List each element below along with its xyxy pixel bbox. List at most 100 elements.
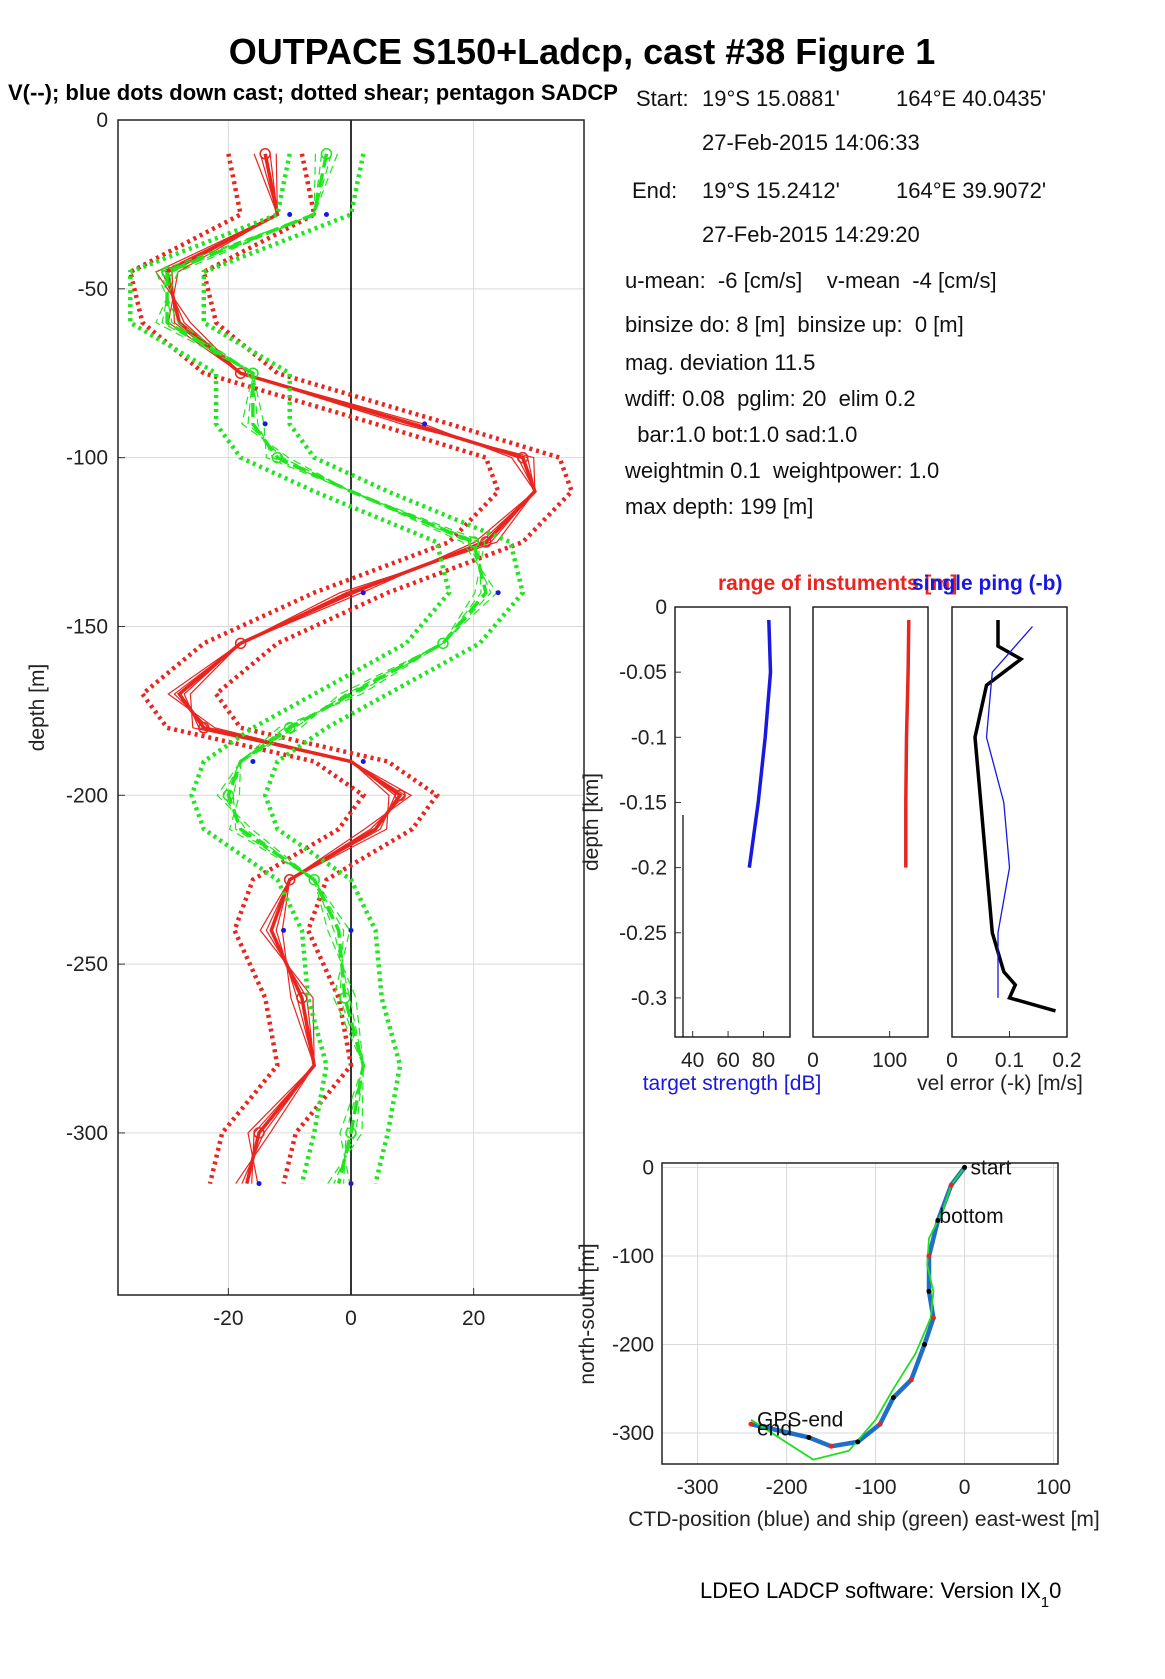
track-point-marker xyxy=(935,1218,941,1224)
target-strength-xtick-label: 80 xyxy=(752,1049,775,1072)
track-annotation: bottom xyxy=(939,1205,1003,1228)
profile-downcast-dot xyxy=(262,421,268,427)
profile-downcast-dot xyxy=(360,759,366,765)
range-title: range of instuments [m] xyxy=(718,572,957,595)
target-strength-ytick-label: -0.15 xyxy=(619,791,667,814)
range-plot-area xyxy=(813,607,928,1037)
target-strength-ytick-label: -0.05 xyxy=(619,661,667,684)
track-ytick-label: 0 xyxy=(642,1156,654,1179)
track-xlabel: CTD-position (blue) and ship (green) eas… xyxy=(628,1508,1100,1531)
target-strength-xtick-label: 60 xyxy=(716,1049,739,1072)
profile-series-u-marker xyxy=(234,637,247,650)
track-ytick-label: -100 xyxy=(612,1245,654,1268)
track-ytick-label: -200 xyxy=(612,1333,654,1356)
track-xtick-label: -200 xyxy=(766,1476,808,1499)
target-strength-xlabel: target strength [dB] xyxy=(643,1072,822,1095)
profile-ytick-label: -50 xyxy=(78,278,108,301)
profile-series-v-marker xyxy=(320,148,333,160)
vel-error-xlabel: vel error (-k) [m/s] xyxy=(917,1072,1083,1095)
weight-line: weightmin 0.1 weightpower: 1.0 xyxy=(625,458,940,483)
profile-series-u-marker xyxy=(198,722,210,734)
profile-downcast-dot xyxy=(348,927,354,933)
profile-series-u-marker xyxy=(394,789,406,802)
profile-downcast-dot xyxy=(281,927,287,933)
range-plot: 0 100 range of instuments [m] xyxy=(718,572,957,1072)
target-strength-ytick-label: -0.1 xyxy=(631,726,667,749)
profile-downcast-dot xyxy=(360,590,366,596)
profile-xtick-label: -20 xyxy=(213,1307,243,1330)
vel-error-title: single ping (-b) xyxy=(912,572,1062,595)
profile-series-v-marker xyxy=(247,367,259,379)
profile-series-v-marker xyxy=(339,992,351,1004)
profile-xtick-label: 0 xyxy=(345,1307,357,1330)
profile-downcast-dot xyxy=(256,1181,262,1187)
profile-series-v-marker xyxy=(222,789,235,802)
end-label: End: xyxy=(632,178,678,203)
track-annotation: start xyxy=(971,1156,1012,1179)
track-series-line xyxy=(750,1166,966,1461)
track-point-marker xyxy=(855,1439,861,1445)
profile-downcast-dot xyxy=(323,212,329,218)
vel-error-plot-area xyxy=(952,607,1067,1037)
start-label: Start: xyxy=(636,86,689,111)
start-time: 27-Feb-2015 14:06:33 xyxy=(702,130,920,155)
profile-series-v-marker xyxy=(161,266,173,278)
vel-error-xtick-label: 0.1 xyxy=(995,1049,1024,1072)
profile-ylabel: depth [m] xyxy=(26,664,49,752)
range-xtick-label: 100 xyxy=(872,1049,907,1072)
vel-error-series-line xyxy=(973,620,1056,1013)
profile-downcast-dot xyxy=(495,590,501,596)
range-series-line xyxy=(904,619,911,868)
track-point-marker xyxy=(926,1288,932,1294)
start-lon: 164°E 40.0435' xyxy=(896,86,1047,111)
profile-series-v-marker xyxy=(271,451,284,464)
target-strength-ytick-label: -0.3 xyxy=(631,987,667,1010)
vel-error-xtick-label: 0.2 xyxy=(1052,1049,1081,1072)
track-xtick-label: -300 xyxy=(677,1476,719,1499)
track-annotation: GPS-end xyxy=(757,1409,843,1432)
track-plot: -300 -200 -100 0 100 0 -100 -200 -300 start bottom… xyxy=(576,1156,1100,1531)
target-strength-plot-area xyxy=(675,607,790,1037)
vel-error-plot: 0 0.1 0.2 single ping (-b) vel error (-k) [m… xyxy=(912,572,1083,1095)
profile-series-u-marker xyxy=(480,536,492,548)
bar-line: bar:1.0 bot:1.0 sad:1.0 xyxy=(625,422,858,447)
target-strength-series-line xyxy=(747,619,773,868)
vel-error-plot-border xyxy=(951,606,1068,1038)
profile-series-u-marker xyxy=(296,992,308,1004)
profile-series-v-ensemble xyxy=(161,153,482,1184)
profile-series-u-marker xyxy=(516,451,529,464)
profile-series-u-marker xyxy=(234,367,247,379)
profile-ytick-label: -250 xyxy=(66,953,108,976)
track-series-line xyxy=(750,1166,967,1449)
track-ytick-label: -300 xyxy=(612,1422,654,1445)
track-ylabel: north-south [m] xyxy=(576,1243,599,1384)
profile-series-v-marker xyxy=(437,637,449,650)
figure-subtitle: V(--); blue dots down cast; dotted shear… xyxy=(8,80,618,105)
track-xtick-label: -100 xyxy=(855,1476,897,1499)
means-line: u-mean: -6 [cm/s] v-mean -4 [cm/s] xyxy=(625,268,997,293)
target-strength-ylabel: depth [km] xyxy=(580,773,603,871)
track-point-marker xyxy=(948,1182,954,1188)
profile-xtick-label: 20 xyxy=(462,1307,485,1330)
range-plot-border xyxy=(812,606,929,1038)
profile-series-u-marker xyxy=(253,1127,265,1139)
target-strength-ytick-label: -0.25 xyxy=(619,922,667,945)
maxdepth-line: max depth: 199 [m] xyxy=(625,494,814,519)
track-point-marker xyxy=(922,1341,928,1347)
target-strength-plot: 40 60 80 0 -0.05 -0.1 -0.15 -0.2 -0.25 -0.3 depth … xyxy=(580,596,821,1095)
track-point-marker xyxy=(908,1377,914,1383)
profile-series-v-marker xyxy=(345,1127,357,1139)
track-point-marker xyxy=(930,1315,936,1321)
profile-ytick-label: -300 xyxy=(66,1122,108,1145)
profile-series-u-marker xyxy=(283,873,296,886)
track-point-marker xyxy=(890,1395,896,1401)
profile-downcast-dot xyxy=(422,421,428,427)
profile-ytick-label: -200 xyxy=(66,784,108,807)
profile-series-v-envelope xyxy=(128,153,452,1185)
profile-series-u-envelope xyxy=(127,153,501,1185)
track-point-marker xyxy=(828,1443,834,1449)
target-strength-ytick-label: 0 xyxy=(655,596,667,619)
target-strength-plot-border xyxy=(674,606,791,1038)
binsize-line: binsize do: 8 [m] binsize up: 0 [m] xyxy=(625,312,964,337)
